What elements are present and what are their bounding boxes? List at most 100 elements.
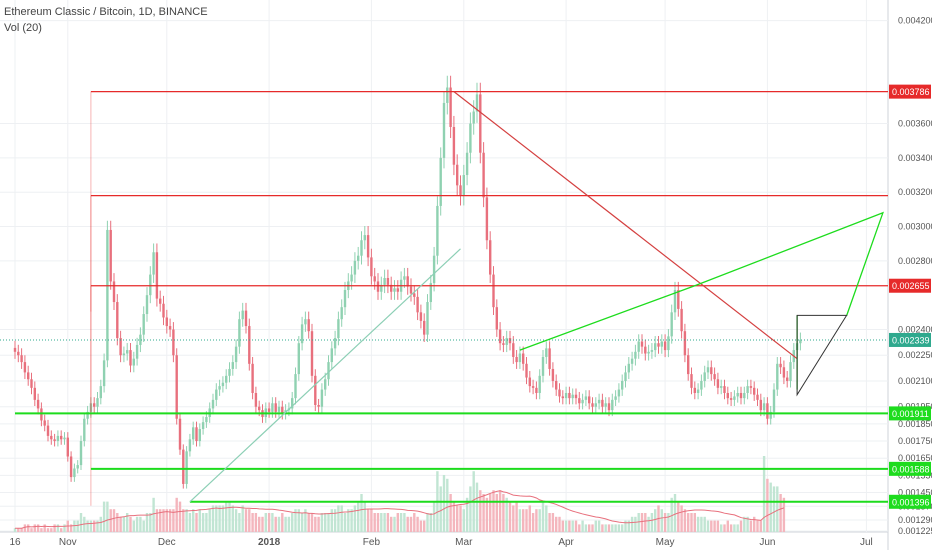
candle-body [475, 94, 479, 112]
candle-body [442, 102, 446, 158]
volume-bar [33, 524, 36, 532]
volume-bar [621, 524, 624, 532]
y-tick-label: 0.002400 [898, 324, 932, 334]
candle-body [383, 278, 386, 285]
volume-bar [76, 520, 79, 532]
volume-bar [574, 520, 578, 532]
candle-body [786, 377, 789, 381]
y-tick-label: 0.001750 [898, 436, 932, 446]
volume-bar [650, 513, 654, 532]
candle-body [363, 235, 366, 241]
volume-bar [188, 513, 192, 532]
candle-body [548, 348, 551, 369]
candle-body [324, 379, 327, 390]
candle-body [683, 331, 687, 356]
candle-body [713, 374, 716, 380]
trend-line-teal [189, 248, 461, 503]
candle-body [182, 449, 185, 484]
volume-bar [40, 528, 43, 532]
volume-bar [512, 505, 515, 532]
candle-body [225, 375, 228, 383]
volume-bar [776, 486, 779, 532]
volume-bar [294, 509, 297, 532]
candle-body [779, 363, 782, 368]
candle-body [244, 310, 248, 327]
candle-body [327, 362, 330, 380]
volume-bar [205, 513, 208, 532]
volume-bar [660, 509, 663, 532]
volume-bar [584, 524, 588, 532]
candle-body [687, 355, 690, 375]
chart-title[interactable]: Ethereum Classic / Bitcoin, 1D, BINANCE [4, 6, 208, 18]
candle-body [393, 288, 396, 292]
volume-bar [218, 505, 221, 532]
candle-body [330, 348, 333, 363]
volume-bar [89, 520, 93, 532]
volume-bar [703, 516, 706, 532]
volume-bar [241, 505, 244, 532]
volume-bar [383, 513, 386, 532]
volume-bar [162, 509, 165, 532]
volume-bar [614, 524, 617, 532]
volume-bar [228, 501, 231, 532]
volume-bar [726, 520, 729, 532]
volume-bar [663, 513, 667, 532]
volume-bar [475, 482, 479, 532]
volume-bar [634, 516, 637, 532]
x-tick-label: Jul [860, 537, 873, 548]
volume-bar [142, 520, 145, 532]
volume-bar [320, 513, 324, 532]
volume-moving-average [15, 490, 785, 529]
volume-bar [231, 505, 234, 532]
volume-bar [129, 516, 132, 532]
price-label-box-resistance [889, 278, 931, 293]
candle-body [43, 420, 46, 426]
volume-bar [50, 528, 53, 532]
candle-body [155, 252, 159, 299]
volume-bar [769, 482, 772, 532]
candle-body [76, 465, 79, 469]
candle-body [584, 396, 588, 400]
volume-bar [611, 524, 614, 532]
volume-bar [307, 513, 310, 532]
candle-body [175, 355, 178, 419]
candle-body [149, 274, 152, 296]
volume-bar [96, 520, 99, 532]
volume-bar [452, 501, 456, 532]
volume-bar [340, 505, 343, 532]
trend-line-red [453, 91, 798, 360]
volume-bar [106, 501, 109, 532]
volume-bar [53, 524, 56, 532]
volume-bar [716, 520, 720, 532]
volume-bar [201, 513, 205, 532]
volume-bar [300, 513, 304, 532]
volume-bar [604, 524, 607, 532]
volume-indicator-label[interactable]: Vol (20) [4, 22, 42, 34]
volume-bar [687, 513, 690, 532]
candle-body [380, 284, 383, 292]
x-tick-label: 16 [9, 537, 21, 548]
candle-body [756, 394, 759, 400]
candle-body [350, 274, 353, 282]
candle-body [729, 398, 733, 400]
candle-body [300, 324, 304, 344]
volume-bar [86, 520, 89, 532]
candle-body [297, 343, 300, 375]
volume-bar [564, 520, 568, 532]
volume-bar [578, 524, 581, 532]
candle-body [654, 343, 657, 351]
candle-body [621, 380, 624, 390]
volume-bar [739, 520, 743, 532]
candle-body [459, 185, 462, 196]
candle-body [512, 343, 515, 357]
volume-bar [409, 516, 413, 532]
volume-bar [749, 520, 753, 532]
y-tick-label: 0.001225 [898, 526, 932, 536]
y-tick-label: 0.001850 [898, 419, 932, 429]
candle-body [205, 417, 208, 423]
candle-body [373, 276, 376, 282]
volume-bar [423, 520, 426, 532]
volume-bar [551, 513, 555, 532]
volume-bar [69, 524, 73, 532]
